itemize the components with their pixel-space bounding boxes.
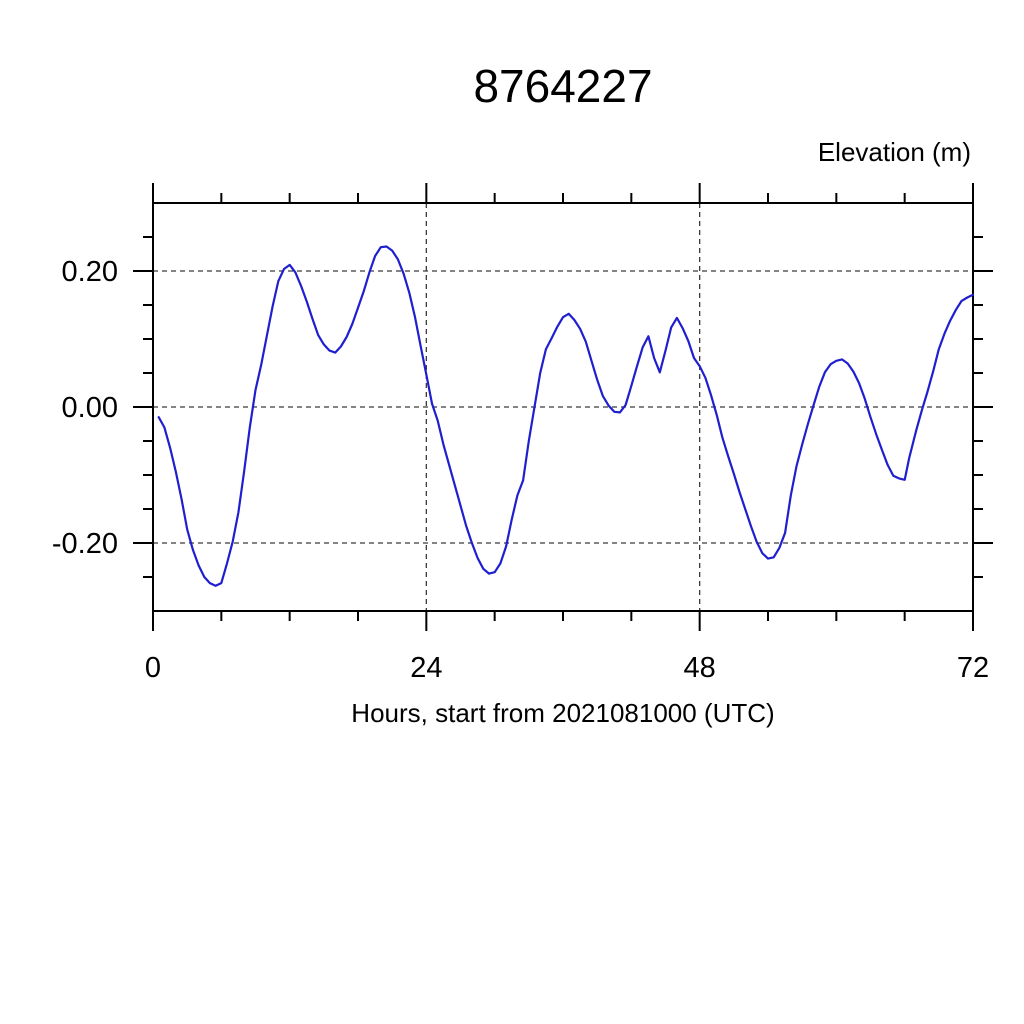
y-axis-unit-label: Elevation (m): [817, 137, 971, 167]
x-tick-label: 24: [410, 652, 442, 684]
chart-title: 8764227: [473, 60, 653, 112]
x-tick-label: 0: [145, 652, 161, 684]
x-tick-label: 72: [957, 652, 989, 684]
y-tick-label: 0.00: [62, 392, 118, 424]
elevation-series-line: [157, 245, 975, 587]
x-tick-label: 48: [684, 652, 716, 684]
y-tick-label: 0.20: [62, 256, 118, 288]
x-axis-label: Hours, start from 2021081000 (UTC): [351, 698, 775, 728]
y-tick-label: -0.20: [52, 528, 118, 560]
